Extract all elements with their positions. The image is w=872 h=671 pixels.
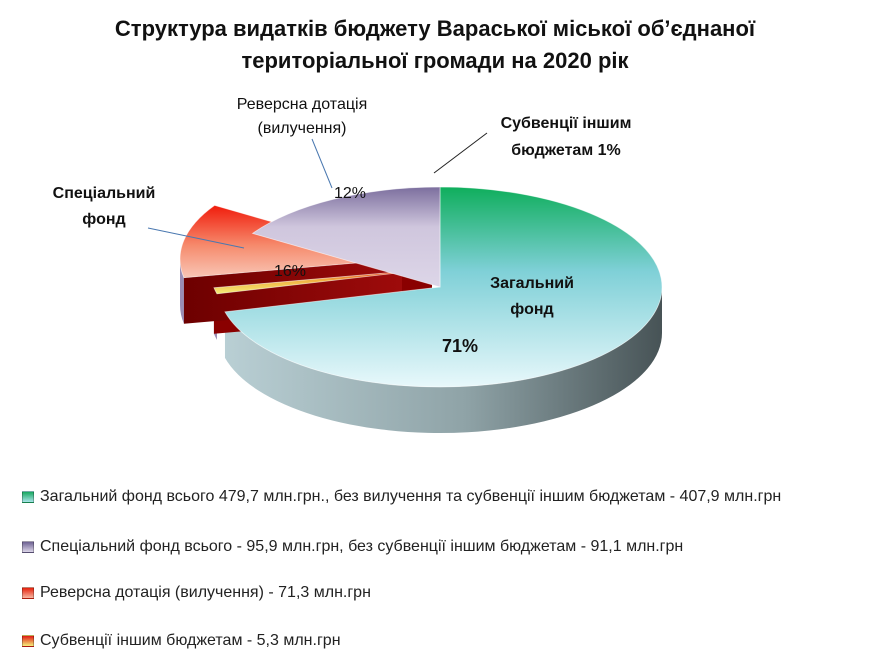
value-label-general-fund: 71% xyxy=(442,336,478,356)
leader-line-special-fund xyxy=(147,227,245,249)
category-label-general-fund-1: Загальний xyxy=(490,275,574,292)
slice-special-fund xyxy=(251,186,441,288)
category-label-reverse-subsidy-2: (вилучення) xyxy=(258,120,347,137)
legend-swatch-special-fund xyxy=(22,541,34,553)
legend-item-special-fund: Спеціальний фонд всього - 95,9 млн.грн, … xyxy=(22,538,683,556)
legend-text-reverse-subsidy: Реверсна дотація (вилучення) - 71,3 млн.… xyxy=(40,584,371,601)
slice-subventions xyxy=(213,268,433,295)
category-label-subventions-1: Субвенції іншим xyxy=(501,115,632,132)
category-label-reverse-subsidy-1: Реверсна дотація xyxy=(237,96,367,113)
legend-swatch-general-fund xyxy=(22,491,34,503)
category-label-general-fund-2: фонд xyxy=(510,301,553,318)
legend-text-general-fund: Загальний фонд всього 479,7 млн.грн., бе… xyxy=(40,488,782,505)
leader-line-reverse-subsidy xyxy=(311,138,333,189)
chart-title-line-2: територіальної громади на 2020 рік xyxy=(241,48,629,73)
value-label-reverse-subsidy: 12% xyxy=(334,185,366,202)
leader-line-subventions xyxy=(433,132,488,174)
legend-text-special-fund: Спеціальний фонд всього - 95,9 млн.грн, … xyxy=(40,538,684,555)
slice-general-fund-side xyxy=(224,287,662,434)
category-label-special-fund-1: Спеціальний xyxy=(53,185,156,202)
legend-item-subventions: Субвенції іншим бюджетам - 5,3 млн.грн xyxy=(22,632,341,650)
legend-item-reverse-subsidy: Реверсна дотація (вилучення) - 71,3 млн.… xyxy=(22,584,371,602)
slice-reverse-subsidy-side xyxy=(180,259,184,324)
category-label-subventions-2: бюджетам 1% xyxy=(511,142,620,159)
slice-general-fund xyxy=(224,186,663,388)
chart-title-line-1: Структура видатків бюджету Вараської міс… xyxy=(114,16,756,41)
legend-item-general-fund: Загальний фонд всього 479,7 млн.грн., бе… xyxy=(22,488,781,506)
legend-swatch-reverse-subsidy xyxy=(22,587,34,599)
legend-text-subventions: Субвенції іншим бюджетам - 5,3 млн.грн xyxy=(40,632,341,649)
category-label-special-fund-2: фонд xyxy=(82,211,125,228)
value-label-special-fund: 16% xyxy=(274,263,306,280)
legend-swatch-subventions xyxy=(22,635,34,647)
